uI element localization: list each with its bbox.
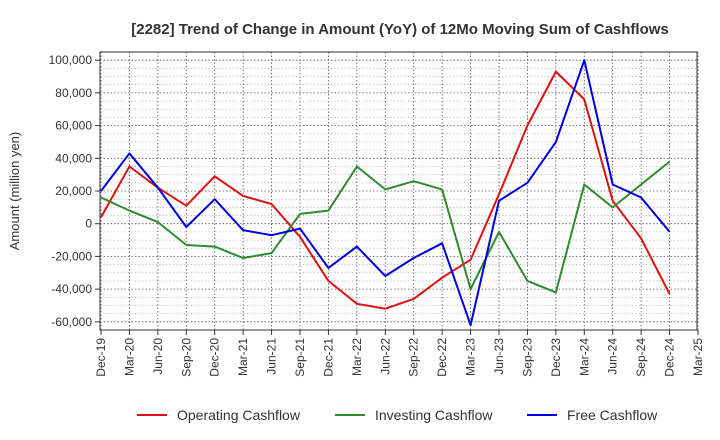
x-tick-label: Sep-21: [293, 338, 307, 377]
x-tick-label: Jun-21: [265, 338, 279, 375]
chart-title: [2282] Trend of Change in Amount (YoY) o…: [131, 21, 669, 38]
x-tick-labels: Dec-19 Mar-20 Jun-20 Sep-20 Dec-20 Mar-21 Jun-…: [94, 330, 705, 377]
x-tick-label: Mar-22: [350, 338, 364, 376]
y-tick-label: 80,000: [55, 86, 92, 100]
x-tick-label: Mar-25: [691, 338, 705, 376]
y-tick-label: 100,000: [49, 53, 93, 67]
x-tick-label: Mar-20: [122, 338, 136, 376]
x-tick-label: Jun-22: [378, 338, 392, 375]
legend-label: Investing Cashflow: [375, 407, 493, 423]
x-tick-label: Mar-21: [236, 338, 250, 376]
x-tick-label: Dec-23: [549, 338, 563, 377]
x-tick-label: Sep-20: [179, 338, 193, 377]
legend: Operating Cashflow Investing Cashflow Free…: [137, 407, 658, 423]
x-tick-label: Dec-21: [321, 338, 335, 377]
x-tick-label: Sep-23: [520, 338, 534, 377]
x-tick-label: Sep-22: [407, 338, 421, 377]
grid-layer: [100, 51, 699, 331]
y-tick-label: 40,000: [55, 151, 92, 165]
y-tick-labels: -60,000 -40,000 -20,000 0 20,000 40,000 60,000…: [49, 53, 100, 329]
x-tick-label: Dec-20: [208, 338, 222, 377]
x-tick-label: Mar-23: [464, 338, 478, 376]
y-tick-label: -20,000: [51, 249, 92, 263]
y-tick-label: 20,000: [55, 184, 92, 198]
x-tick-label: Dec-22: [435, 338, 449, 377]
y-tick-label: -40,000: [51, 282, 92, 296]
x-tick-label: Mar-24: [577, 338, 591, 376]
y-tick-label: -60,000: [51, 315, 92, 329]
x-tick-label: Jun-20: [151, 338, 165, 375]
y-tick-label: 60,000: [55, 119, 92, 133]
x-tick-label: Jun-24: [606, 338, 620, 375]
legend-label: Free Cashflow: [567, 407, 658, 423]
y-axis-title: Amount (million yen): [7, 132, 22, 251]
x-tick-label: Dec-19: [94, 338, 108, 377]
x-tick-label: Dec-24: [663, 338, 677, 377]
series-line-free-cashflow: [100, 59, 671, 327]
series-layer: [100, 59, 671, 327]
x-tick-label: Sep-24: [634, 338, 648, 377]
legend-label: Operating Cashflow: [177, 407, 301, 423]
series-line-investing-cashflow: [100, 160, 671, 294]
x-tick-label: Jun-23: [492, 338, 506, 375]
y-tick-label: 0: [85, 217, 92, 231]
